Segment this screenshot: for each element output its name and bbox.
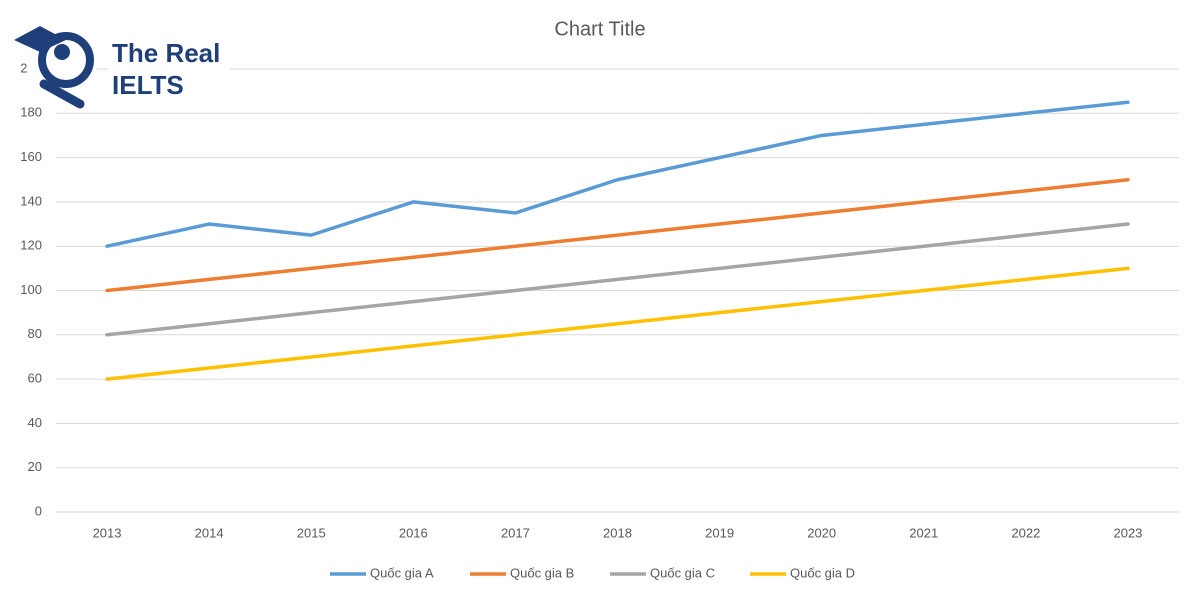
legend-label: Quốc gia C [650,565,715,580]
x-tick-label: 2013 [93,525,122,540]
logo-cap [14,26,66,52]
legend-label: Quốc gia B [510,565,574,580]
series-line [105,178,1130,293]
x-tick-label: 2020 [807,525,836,540]
logo-text-backdrop [108,38,230,100]
legend-label: Quốc gia A [370,565,434,580]
y-tick-label: 100 [20,282,42,297]
x-tick-label: 2015 [297,525,326,540]
series-line [105,222,1130,337]
series-line [105,100,1130,248]
x-tick-label: 2021 [909,525,938,540]
x-tick-label: 2019 [705,525,734,540]
x-tick-label: 2022 [1011,525,1040,540]
legend-label: Quốc gia D [790,565,855,580]
x-tick-label: 2018 [603,525,632,540]
y-tick-label: 0 [35,503,42,518]
logo-ring [38,32,94,88]
logo-stroke [39,79,85,109]
series-line [105,266,1130,381]
x-tick-label: 2016 [399,525,428,540]
y-tick-label: 60 [28,371,42,386]
y-tick-label: 40 [28,415,42,430]
logo-head [54,44,70,60]
y-tick-label: 180 [20,105,42,120]
y-tick-label: 140 [20,193,42,208]
chart-title: Chart Title [554,18,645,40]
x-tick-label: 2014 [195,525,224,540]
logo-text: IELTS [112,70,184,100]
plot-area: 0204060801001201401601802002013201420152… [20,60,1179,580]
x-tick-label: 2023 [1113,525,1142,540]
logo-text: The Real [112,38,220,68]
y-tick-label: 80 [28,326,42,341]
y-tick-label: 20 [28,459,42,474]
logo: The Real IELTS [14,24,230,109]
x-tick-label: 2017 [501,525,530,540]
y-tick-label: 120 [20,238,42,253]
y-tick-label: 160 [20,149,42,164]
